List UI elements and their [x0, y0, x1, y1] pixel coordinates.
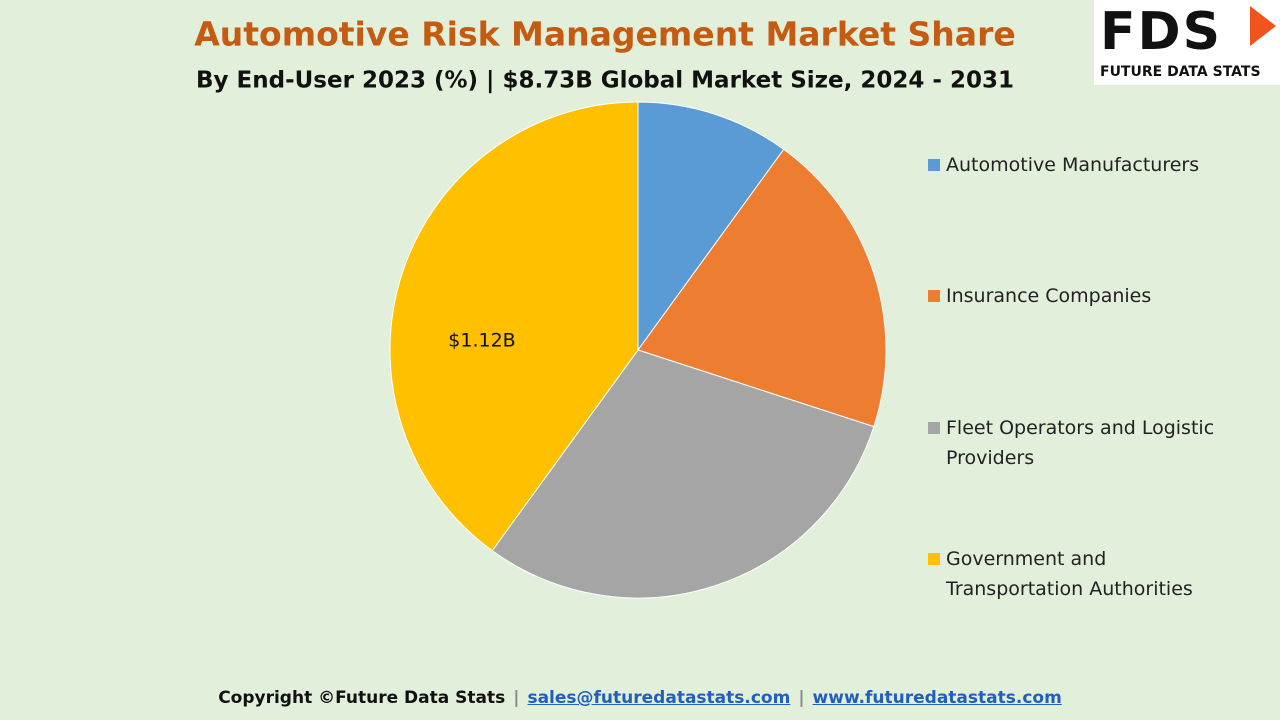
copyright: Copyright ©Future Data Stats	[218, 688, 506, 708]
legend-label: Insurance Companies	[946, 285, 1152, 307]
legend-label: Fleet Operators and Logistic Providers	[946, 417, 1215, 469]
pie-slice	[491, 349, 875, 599]
legend-label: Government and Transportation Authoritie…	[946, 548, 1193, 600]
legend-swatch	[928, 553, 940, 565]
legend-swatch	[928, 422, 940, 434]
legend-swatch	[928, 290, 940, 302]
legend-item: Fleet Operators and Logistic Providers	[928, 413, 1238, 473]
legend-item: Government and Transportation Authoritie…	[928, 544, 1238, 604]
footer: Copyright ©Future Data Stats | sales@futur…	[0, 688, 1280, 708]
pie-slice	[637, 101, 785, 352]
data-label: $1.12B	[448, 330, 515, 352]
separator: |	[513, 688, 520, 708]
email-link[interactable]: sales@futuredatastats.com	[527, 688, 791, 708]
legend-item: Automotive Manufacturers	[928, 150, 1238, 180]
logo-name: FUTURE DATA STATS	[1100, 64, 1261, 80]
legend-item: Insurance Companies	[928, 281, 1238, 311]
logo: FDS FUTURE DATA STATS	[1094, 0, 1280, 85]
legend-label: Automotive Manufacturers	[946, 154, 1200, 176]
chart-title: Automotive Risk Management Market Share	[194, 15, 1015, 54]
pie-slice	[637, 148, 887, 428]
legend-swatch	[928, 159, 940, 171]
logo-arrow	[1250, 6, 1276, 46]
website-link[interactable]: www.futuredatastats.com	[812, 688, 1062, 708]
logo-mark: FDS	[1100, 2, 1223, 62]
pie-slice	[389, 101, 639, 552]
separator: |	[798, 688, 805, 708]
chart-subtitle: By End-User 2023 (%) | $8.73B Global Mar…	[196, 68, 1014, 94]
